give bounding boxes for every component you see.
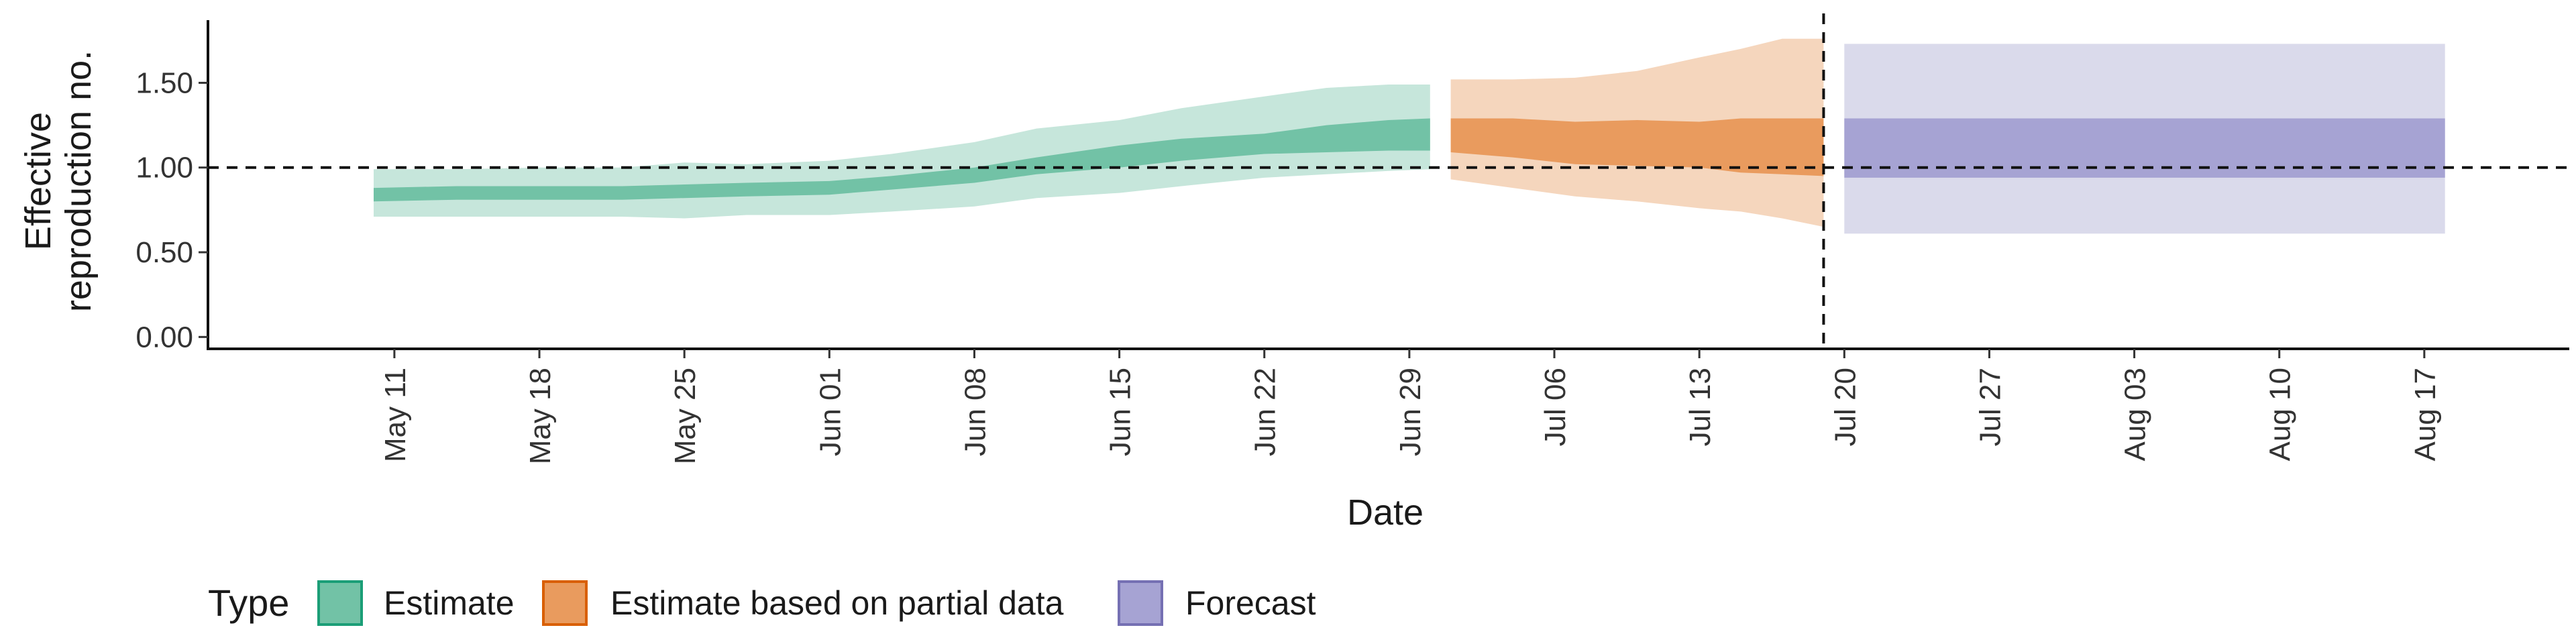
x-tick-label: May 18 xyxy=(524,368,557,464)
axis-labels: Date Effective reproduction no. xyxy=(18,50,1424,533)
legend-label: Forecast xyxy=(1185,584,1316,622)
x-axis-title: Date xyxy=(1347,492,1424,533)
legend-title: Type xyxy=(208,582,289,624)
y-tick-label: 0.50 xyxy=(136,236,193,269)
x-tick-label: May 11 xyxy=(379,368,412,462)
x-tick-label: Jul 06 xyxy=(1539,368,1572,446)
x-tick-label: Jun 08 xyxy=(959,368,992,456)
x-tick-label: Jun 29 xyxy=(1394,368,1427,456)
legend-swatch xyxy=(1118,580,1163,626)
y-axis-title-line1: Effective xyxy=(18,112,58,250)
x-tick-label: Jun 15 xyxy=(1104,368,1137,456)
legend: Type Estimate Estimate based on partial d… xyxy=(208,580,1316,626)
x-tick-label: May 25 xyxy=(669,368,702,464)
y-axis-title-line2: reproduction no. xyxy=(58,50,99,312)
x-tick-label: Jul 27 xyxy=(1974,368,2006,446)
estimate-inner-band xyxy=(374,118,1430,202)
estimate-outer-band xyxy=(374,85,1430,219)
y-tick-label: 1.50 xyxy=(136,66,193,99)
y-tick-label: 0.00 xyxy=(136,321,193,354)
legend-swatch xyxy=(542,580,588,626)
x-tick-label: Jun 22 xyxy=(1249,368,1282,456)
axes: 0.00 0.50 1.00 1.50 May 11 May 18 May 25 Jun 01… xyxy=(136,20,2569,464)
x-tick-label: Jul 13 xyxy=(1684,368,1717,446)
x-tick-label: Aug 10 xyxy=(2264,368,2297,461)
legend-label: Estimate based on partial data xyxy=(610,584,1064,622)
x-tick-label: Aug 03 xyxy=(2119,368,2152,461)
ribbon-layer xyxy=(374,38,2445,234)
legend-swatch xyxy=(317,580,363,626)
estimate-based-on-partial-data-inner-band xyxy=(1450,118,1824,176)
forecast-inner-band xyxy=(1844,118,2445,178)
y-tick-label: 1.00 xyxy=(136,152,193,184)
legend-label: Estimate xyxy=(384,584,515,622)
x-tick-label: Jun 01 xyxy=(814,368,847,456)
x-tick-label: Jul 20 xyxy=(1829,368,1862,446)
x-tick-label: Aug 17 xyxy=(2409,368,2442,461)
